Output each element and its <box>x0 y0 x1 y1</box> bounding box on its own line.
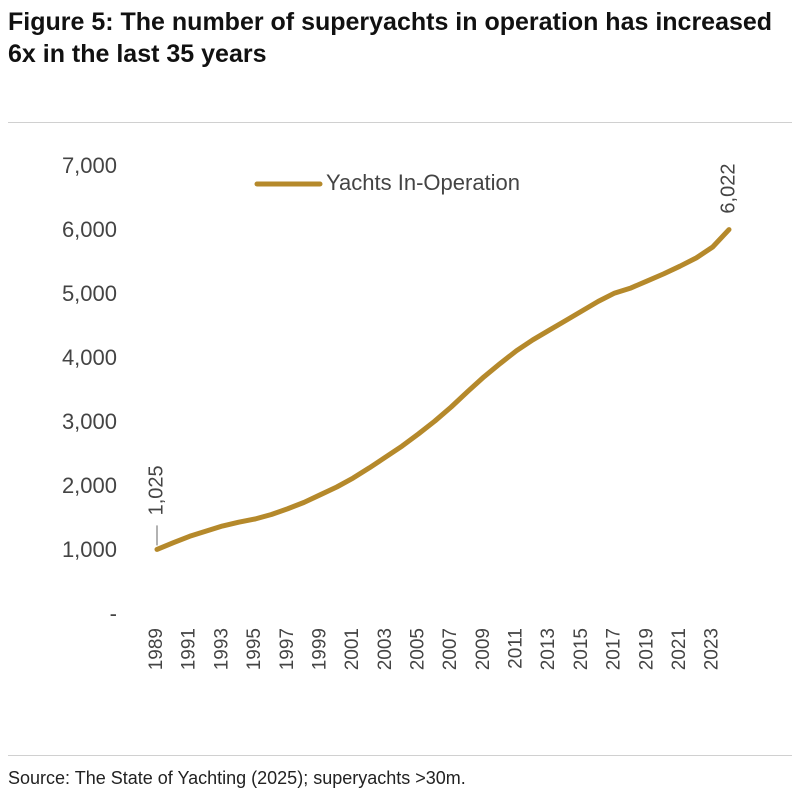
data-label: 1,025 <box>145 465 167 515</box>
x-tick-label: 2023 <box>702 628 723 670</box>
legend-label: Yachts In-Operation <box>326 170 520 195</box>
y-tick-label: 1,000 <box>62 537 117 562</box>
y-tick-label: - <box>110 601 117 626</box>
x-tick-label: 2011 <box>506 628 527 669</box>
x-tick-label: 2015 <box>571 628 592 670</box>
x-tick-label: 2021 <box>669 628 690 670</box>
separator <box>8 122 792 123</box>
y-tick-label: 2,000 <box>62 473 117 498</box>
data-label: 6,022 <box>717 164 739 214</box>
x-tick-label: 2009 <box>473 628 494 670</box>
source-note: Source: The State of Yachting (2025); su… <box>8 768 466 788</box>
x-tick-label: 2007 <box>440 628 461 670</box>
y-tick-label: 7,000 <box>62 153 117 178</box>
x-tick-label: 2019 <box>636 628 657 670</box>
x-tick-label: 1995 <box>244 628 265 670</box>
separator <box>8 755 792 756</box>
x-tick-label: 2013 <box>538 628 559 670</box>
y-tick-label: 6,000 <box>62 217 117 242</box>
y-tick-label: 3,000 <box>62 409 117 434</box>
x-tick-label: 2017 <box>604 628 625 670</box>
x-tick-label: 1999 <box>309 628 330 670</box>
x-tick-label: 2005 <box>408 628 429 670</box>
x-tick-label: 1989 <box>146 628 167 670</box>
x-tick-label: 2003 <box>375 628 396 670</box>
data-line <box>154 227 732 552</box>
chart-title: Figure 5: The number of superyachts in o… <box>8 8 773 68</box>
x-tick-label: 1997 <box>277 628 298 670</box>
x-tick-label: 2001 <box>342 628 363 670</box>
x-tick-label: 1991 <box>179 628 200 670</box>
chart: - 1,000 2,000 3,000 4,000 5,000 6,000 7,000 1989… <box>62 153 739 670</box>
x-tick-label: 1993 <box>211 628 232 670</box>
y-tick-label: 5,000 <box>62 281 117 306</box>
y-tick-label: 4,000 <box>62 345 117 370</box>
